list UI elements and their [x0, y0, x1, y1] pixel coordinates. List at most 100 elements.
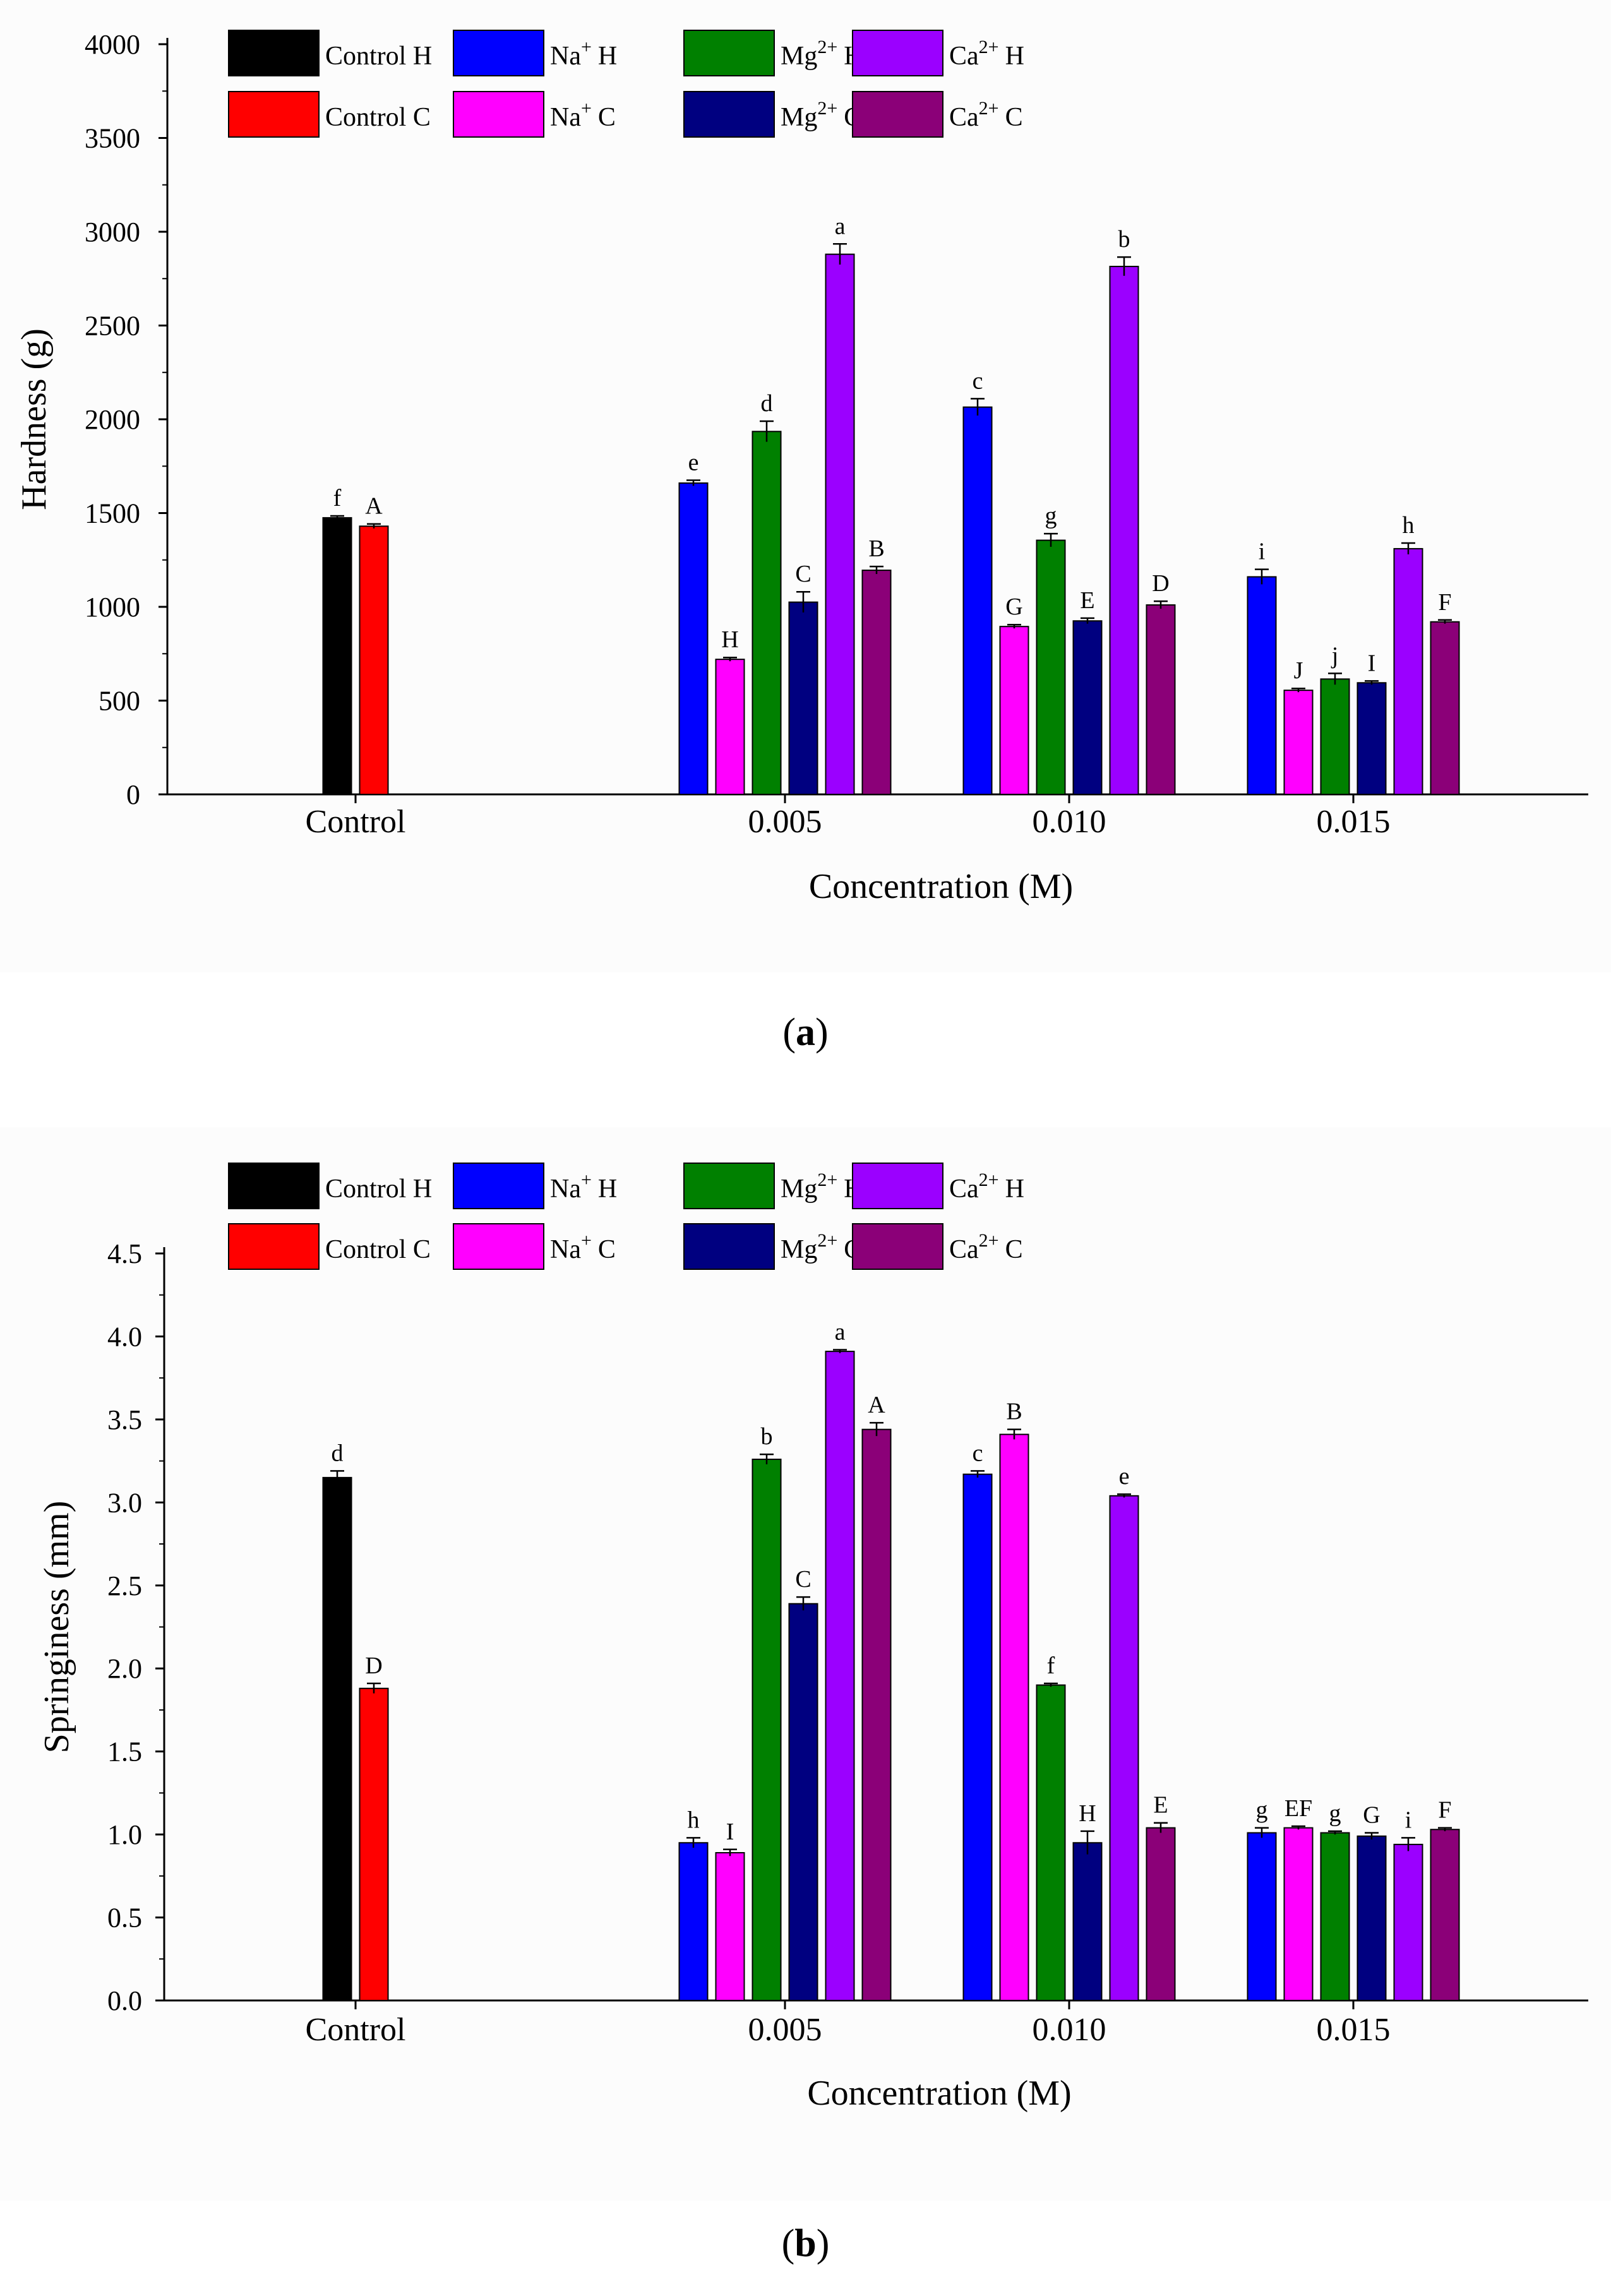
bar-na_c: [999, 626, 1029, 795]
legend-item-control_h: Control H: [228, 1163, 432, 1209]
legend-label: Ca2+ C: [949, 1230, 1023, 1264]
significance-letter: b: [1118, 226, 1130, 253]
springiness-chart-panel: 0.0 0.5 1.0 1.5 2.0 2.5 3.0 3.5 4.0 4.5 Control 0.0…: [0, 1127, 1611, 2201]
bar-control_c: [359, 1687, 389, 2001]
significance-letter: c: [973, 1440, 983, 1466]
significance-letter: E: [1080, 587, 1094, 614]
legend-swatch: [453, 91, 544, 138]
legend-swatch: [228, 1223, 320, 1270]
bar-ca_h: [1393, 1843, 1423, 2001]
bar-na_h: [678, 1842, 709, 2002]
legend-item-control_c: Control C: [228, 91, 431, 138]
y-tick-label: 4.0: [107, 1321, 142, 1352]
x-tick-label: 0.015: [1317, 2012, 1391, 2048]
y-tick-label: 0.5: [107, 1903, 142, 1934]
y-tick-label: 4000: [85, 29, 140, 60]
legend-swatch: [453, 1163, 544, 1209]
legend-label: Control C: [325, 1235, 431, 1264]
legend-label: Na+ C: [550, 98, 616, 132]
legend-swatch: [683, 30, 775, 76]
significance-letter: f: [1047, 1653, 1055, 1679]
bar-mg_c: [1072, 1842, 1103, 2002]
x-axis-title: Concentration (M): [807, 2074, 1071, 2113]
y-tick-label: 2500: [85, 311, 140, 342]
y-tick-label: 2.0: [107, 1653, 142, 1684]
legend-label: Control C: [325, 103, 431, 132]
y-tick-label: 3000: [85, 217, 140, 248]
bar-na_h: [962, 1473, 993, 2001]
significance-letter: d: [332, 1440, 344, 1466]
bar-na_h: [678, 482, 709, 795]
x-tick-label: 0.010: [1033, 2012, 1106, 2048]
y-tick-label: 1500: [85, 498, 140, 529]
bar-na_c: [715, 1852, 745, 2002]
significance-letter: e: [688, 450, 699, 476]
panel-a-caption: (a): [782, 1011, 829, 1054]
legend-label: Na+ H: [550, 37, 617, 71]
significance-letter: e: [1119, 1463, 1130, 1490]
bar-na_c: [999, 1433, 1029, 2001]
bar-na_c: [1283, 690, 1314, 796]
y-tick-label: 3500: [85, 123, 140, 154]
legend-label: Na+ C: [550, 1230, 616, 1264]
legend-swatch: [453, 30, 544, 76]
legend-label: Ca2+ C: [949, 98, 1023, 132]
significance-letter: g: [1045, 503, 1057, 529]
significance-letter: I: [1368, 650, 1376, 676]
y-tick-label: 4.5: [107, 1238, 142, 1269]
bar-mg_c: [788, 1603, 818, 2001]
significance-letter: i: [1405, 1807, 1412, 1833]
significance-letter: C: [795, 1566, 811, 1593]
y-tick-label: 500: [99, 686, 140, 717]
hardness-chart-panel: 0 500 1000 1500 2000 2500 3000 3500 4000 Control 0…: [0, 0, 1611, 972]
x-tick-label: 0.015: [1317, 804, 1391, 840]
bar-mg_c: [1356, 1835, 1387, 2001]
x-tick-label: Control: [306, 2012, 406, 2048]
significance-letter: G: [1363, 1802, 1380, 1828]
legend-swatch: [683, 91, 775, 138]
bar-na_c: [715, 659, 745, 796]
legend-swatch: [852, 1223, 943, 1270]
significance-letter: b: [761, 1423, 773, 1450]
significance-letter: c: [973, 368, 983, 394]
significance-letter: h: [1403, 512, 1415, 539]
y-tick-label: 1.5: [107, 1737, 142, 1767]
legend-swatch: [852, 1163, 943, 1209]
bar-ca_h: [1109, 265, 1139, 795]
bar-na_h: [962, 406, 993, 795]
significance-letter: f: [333, 485, 342, 511]
bar-mg_h: [1036, 539, 1066, 795]
hardness-chart: 0 500 1000 1500 2000 2500 3000 3500 4000 Control 0…: [0, 0, 1611, 972]
significance-letter: B: [1006, 1399, 1022, 1425]
y-tick-label: 0.0: [107, 1985, 142, 2016]
legend-label: Mg2+H: [781, 1169, 863, 1204]
significance-letter: D: [365, 1653, 382, 1679]
bar-control_c: [359, 525, 389, 795]
bar-na_c: [1283, 1827, 1314, 2002]
significance-letter: I: [726, 1819, 734, 1845]
bar-na_h: [1247, 1832, 1277, 2001]
significance-letter: i: [1259, 539, 1266, 565]
significance-letter: g: [1329, 1800, 1341, 1827]
bar-mg_c: [1356, 682, 1387, 796]
y-tick-label: 1000: [85, 592, 140, 623]
legend-swatch: [683, 1223, 775, 1270]
significance-letter: B: [868, 535, 884, 562]
significance-letter: C: [795, 561, 811, 587]
bar-mg_h: [1320, 678, 1350, 795]
significance-letter: D: [1152, 570, 1169, 597]
legend-item-na_h: Na+ H: [453, 1163, 617, 1209]
bar-ca_c: [861, 570, 892, 796]
bar-ca_h: [1393, 547, 1423, 795]
significance-letter: G: [1005, 594, 1022, 620]
panel-b-label: b: [794, 2222, 817, 2265]
x-tick-label: 0.010: [1033, 804, 1106, 840]
x-axis-title: Concentration (M): [809, 867, 1073, 906]
legend-item-mg_h: Mg2+H: [683, 30, 863, 76]
bar-ca_c: [1146, 1827, 1176, 2002]
y-tick-label: 2.5: [107, 1570, 142, 1601]
bar-control_h: [322, 1476, 352, 2001]
significance-letter: a: [835, 1318, 846, 1345]
panel-background: [0, 0, 1611, 972]
springiness-chart: 0.0 0.5 1.0 1.5 2.0 2.5 3.0 3.5 4.0 4.5 Control 0.0…: [0, 1127, 1611, 2201]
